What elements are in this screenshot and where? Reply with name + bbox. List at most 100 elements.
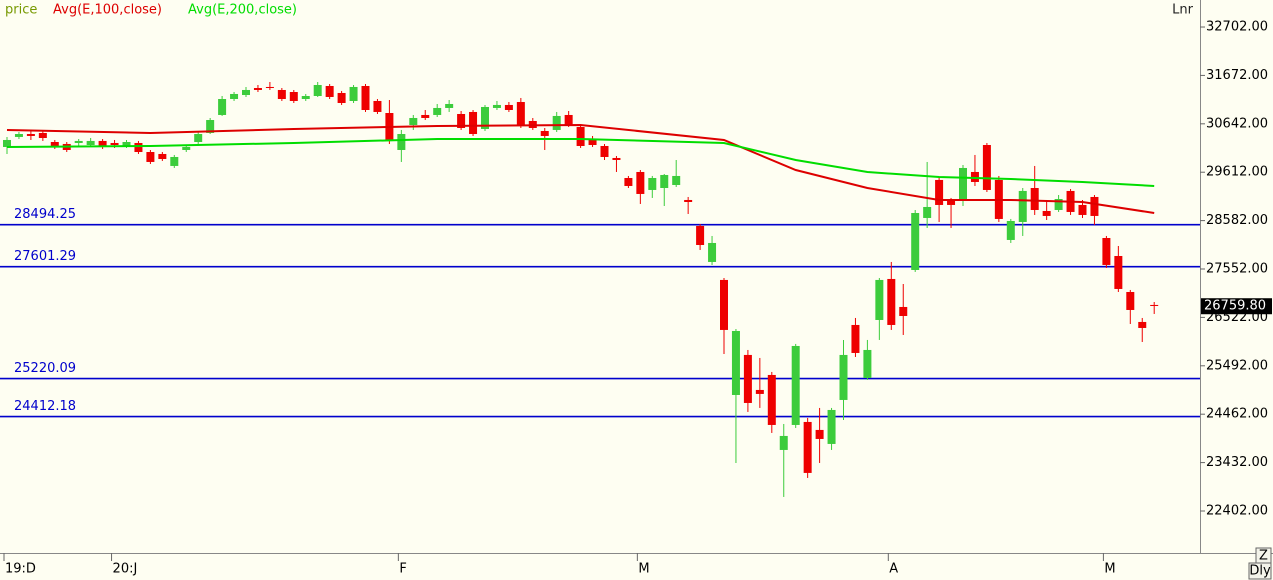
period-button-label[interactable]: Dly [1249, 564, 1271, 579]
last-price-label: 26759.80 [1204, 299, 1266, 314]
candle-body [612, 157, 621, 160]
candle-body [947, 199, 956, 205]
candle-body [1090, 196, 1099, 216]
candle-body [660, 174, 669, 188]
moving-average [6, 123, 1155, 214]
candle-body [1030, 187, 1039, 210]
candle-body [38, 132, 47, 139]
candle-body [110, 142, 119, 146]
candle-body [26, 134, 35, 136]
candle-body [206, 120, 215, 133]
x-tick-label: M [1104, 562, 1115, 577]
candle-body [1102, 237, 1111, 265]
candle-body [827, 409, 836, 444]
candle-body [50, 141, 59, 146]
y-tick-label: 23432.00 [1206, 455, 1268, 470]
candle-body [564, 114, 573, 125]
candle-body [1054, 198, 1063, 210]
candle-body [1114, 255, 1123, 289]
candle-body [851, 324, 860, 353]
candle-body [349, 86, 358, 101]
candle-body [98, 140, 107, 147]
y-tick-label: 32702.00 [1206, 20, 1268, 35]
y-tick-label: 31672.00 [1206, 68, 1268, 83]
candle-body [3, 139, 11, 147]
candle-body [122, 141, 131, 146]
candle-body [445, 103, 454, 108]
candle-body [970, 171, 979, 182]
candle-body [313, 85, 322, 96]
candle-body [708, 242, 717, 262]
candle-body [875, 279, 884, 320]
legend-entry: Avg(E,200,close) [188, 3, 297, 18]
candle-body [923, 206, 932, 218]
candle-body [815, 429, 824, 439]
candle-body [1078, 204, 1087, 215]
candle-body [576, 127, 585, 146]
x-tick-label: 20:J [113, 562, 138, 577]
candle-body [1138, 321, 1147, 328]
candle-body [648, 177, 657, 190]
candle-body [170, 156, 179, 166]
candle-body [265, 86, 274, 89]
level-label: 25220.09 [14, 361, 76, 376]
candle-body [86, 140, 95, 146]
y-tick-label: 25492.00 [1206, 358, 1268, 373]
candle-body [803, 421, 812, 473]
y-tick-label: 28582.00 [1206, 213, 1268, 228]
level-label: 27601.29 [14, 249, 76, 264]
candle-body [982, 145, 991, 190]
x-tick-label: 19:D [5, 562, 36, 577]
candle-body [1018, 190, 1027, 222]
moving-average [6, 138, 1155, 187]
candle-body [194, 134, 203, 142]
y-tick-label: 30642.00 [1206, 116, 1268, 131]
scale-label: Lnr [1172, 3, 1193, 18]
candle-body [839, 354, 848, 400]
candle-body [959, 167, 967, 201]
x-tick-label: A [889, 562, 898, 577]
candle-body [158, 153, 167, 160]
x-tick-label: M [638, 562, 649, 577]
candle-body [397, 134, 406, 150]
candle-body [636, 171, 645, 194]
candle-body [600, 145, 609, 157]
candle-body [672, 175, 681, 185]
candle-body [134, 142, 143, 153]
candle-body [253, 88, 262, 90]
candle-body [899, 306, 908, 316]
y-tick-label: 22402.00 [1206, 503, 1268, 518]
candle-body [218, 99, 227, 115]
zoom-button-label[interactable]: Z [1259, 549, 1268, 564]
candle-body [588, 138, 597, 146]
candle-body [373, 100, 382, 112]
last-price-box [1201, 298, 1272, 315]
legend-entry: Avg(E,100,close) [53, 3, 162, 18]
candle-body [540, 131, 549, 136]
candle-body [146, 152, 155, 162]
candle-body [743, 354, 752, 403]
candle-body [696, 225, 705, 245]
level-label: 24412.18 [14, 399, 76, 414]
period-button[interactable] [1248, 562, 1272, 580]
candle-body [1006, 220, 1015, 240]
candle-body [863, 349, 872, 378]
candle-body [325, 85, 334, 97]
candle-body [74, 140, 83, 143]
candle-body [1042, 210, 1051, 216]
candle-body [361, 85, 370, 110]
candle-body [767, 374, 776, 425]
candle-body [469, 111, 478, 135]
candle-body [301, 95, 310, 100]
y-tick-label: 24462.00 [1206, 407, 1268, 422]
candle-body [409, 117, 418, 125]
candle-body [182, 146, 191, 150]
candle-body [421, 114, 430, 118]
candle-body [1126, 291, 1135, 310]
x-tick-label: F [399, 562, 406, 577]
candle-body [684, 199, 693, 203]
candle-body [481, 106, 489, 129]
